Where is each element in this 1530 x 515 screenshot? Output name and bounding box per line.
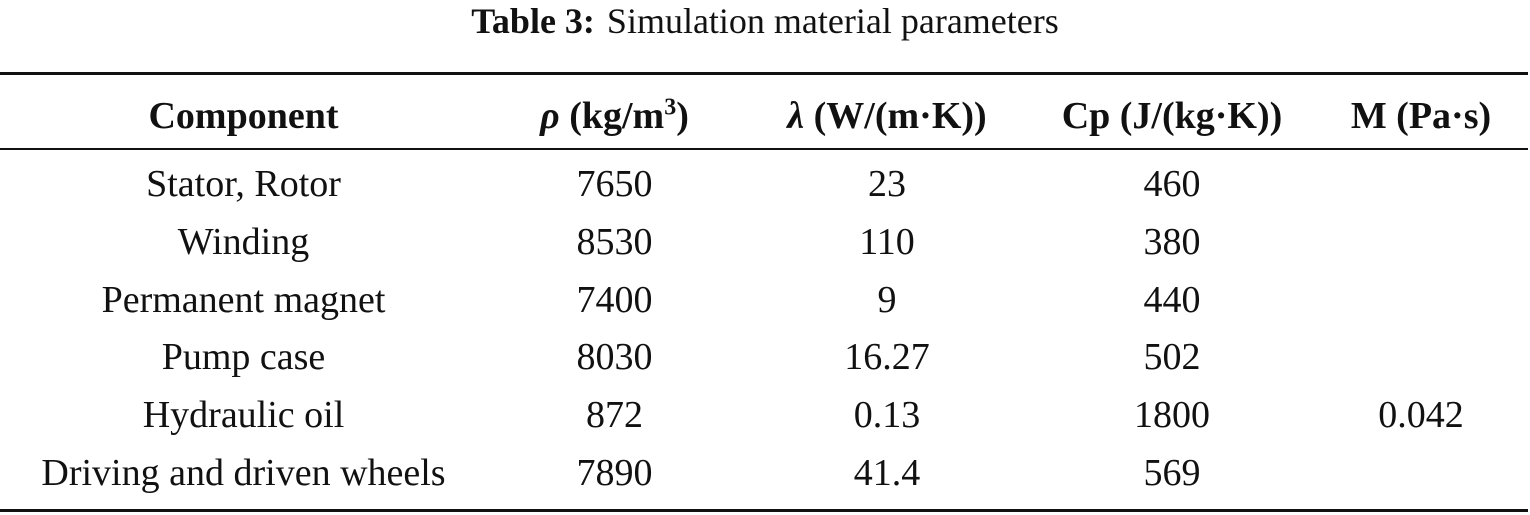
- density-symbol: ρ: [540, 95, 560, 137]
- conductivity-unit: (W/(m·K)): [813, 95, 987, 137]
- cell-conductivity: 0.13: [853, 394, 921, 437]
- cell-viscosity: [1312, 329, 1530, 387]
- header-viscosity: M (Pa·s): [1350, 95, 1492, 137]
- cell-density: 7650: [576, 163, 653, 205]
- cell-conductivity: 23: [868, 163, 906, 205]
- caption-label: Table 3:: [471, 1, 595, 41]
- cell-component: Stator, Rotor: [146, 163, 341, 205]
- table-row: Winding 8530 110 380: [0, 214, 1530, 272]
- header-conductivity: λ (W/(m·K)): [742, 76, 1032, 156]
- cell-density: 7890: [576, 451, 653, 494]
- cell-heat-capacity: 440: [1143, 278, 1201, 321]
- cell-viscosity: [1312, 156, 1530, 214]
- cell-conductivity: 41.4: [853, 451, 921, 494]
- density-unit-pre: (kg/m: [569, 95, 665, 137]
- header-component: Component: [148, 95, 339, 137]
- cell-heat-capacity: 460: [1143, 163, 1201, 205]
- caption-text: Simulation material parameters: [606, 1, 1059, 41]
- conductivity-symbol: λ: [787, 95, 805, 137]
- table-row: Stator, Rotor 7650 23 460: [0, 156, 1530, 214]
- table-top-rule: [0, 72, 1528, 75]
- cell-conductivity: 110: [859, 220, 915, 263]
- cell-viscosity: [1312, 214, 1530, 272]
- cell-heat-capacity: 502: [1143, 336, 1201, 379]
- cell-viscosity: [1312, 445, 1530, 503]
- cell-component: Driving and driven wheels: [41, 451, 446, 494]
- table-caption: Table 3: Simulation material parameters: [0, 0, 1530, 42]
- cell-conductivity: 9: [877, 278, 897, 321]
- cell-component: Winding: [177, 220, 310, 263]
- cell-density: 8530: [576, 220, 653, 263]
- cell-heat-capacity: 1800: [1134, 394, 1210, 437]
- cell-density: 7400: [576, 278, 653, 321]
- table-header-rule: [0, 148, 1528, 150]
- table-row: Hydraulic oil 872 0.13 1800 0.042: [0, 387, 1530, 445]
- density-unit-sup: 3: [664, 94, 677, 121]
- table-row: Permanent magnet 7400 9 440: [0, 272, 1530, 330]
- cell-component: Pump case: [161, 336, 326, 379]
- density-unit-post: ): [676, 95, 689, 137]
- cell-heat-capacity: 569: [1143, 451, 1201, 494]
- cell-viscosity: 0.042: [1378, 394, 1464, 437]
- header-heat-capacity: Cp (J/(kg·K)): [1061, 95, 1283, 137]
- table-row: Pump case 8030 16.27 502: [0, 329, 1530, 387]
- cell-component: Permanent magnet: [101, 278, 386, 321]
- material-parameters-table: Component ρ (kg/m3) λ (W/(m·K)) Cp (J/(k…: [0, 76, 1530, 503]
- table-row: Driving and driven wheels 7890 41.4 569: [0, 445, 1530, 503]
- table-bottom-rule: [0, 509, 1528, 512]
- cell-heat-capacity: 380: [1143, 220, 1201, 263]
- cell-viscosity: [1312, 272, 1530, 330]
- cell-density: 8030: [576, 336, 653, 379]
- cell-density: 872: [586, 394, 643, 437]
- header-density: ρ (kg/m3): [487, 76, 742, 156]
- cell-component: Hydraulic oil: [142, 394, 345, 437]
- cell-conductivity: 16.27: [844, 336, 930, 379]
